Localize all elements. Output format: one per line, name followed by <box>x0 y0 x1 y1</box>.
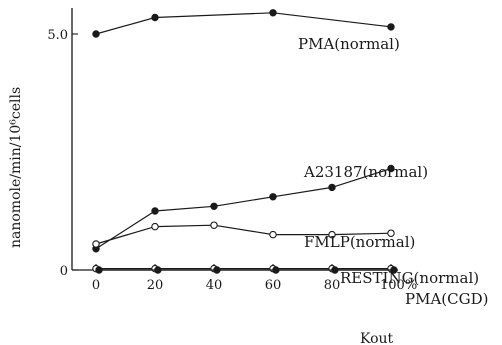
data-point <box>92 30 100 38</box>
data-point <box>151 222 159 231</box>
x-tick-label: 0 <box>92 278 100 293</box>
data-point <box>151 207 159 215</box>
series-2 <box>92 221 395 248</box>
y-axis-title: nanomole/min/10⁶cells <box>8 87 24 248</box>
y-tick-label: 0 <box>60 264 68 279</box>
x-tick-label: 20 <box>147 278 164 293</box>
y-tick-label: 5.0 <box>47 28 68 43</box>
x-tick-label: 100% <box>380 278 417 293</box>
data-point <box>210 221 218 229</box>
data-point <box>387 164 395 173</box>
series-label-resting-normal: RESTING(normal) <box>340 269 479 287</box>
data-point <box>387 229 395 237</box>
series-line <box>95 224 392 245</box>
y-axis-ticks: 05.0 <box>47 28 78 279</box>
series-label-fmlp-normal: FMLP(normal) <box>304 233 415 251</box>
data-point <box>272 266 280 274</box>
x-axis-title: Kout <box>360 331 394 345</box>
data-point <box>331 266 339 274</box>
data-point <box>390 266 398 274</box>
x-axis-ticks: 0 20 40 60 80 100% <box>92 264 417 293</box>
series-label-pma-cgd: PMA(CGD) <box>405 290 488 308</box>
data-point <box>151 13 159 22</box>
x-tick-label: 60 <box>265 278 282 293</box>
x-tick-label: 80 <box>324 278 341 293</box>
data-point <box>210 202 218 211</box>
series-line <box>95 12 392 35</box>
data-point <box>92 240 100 248</box>
data-point <box>387 23 395 31</box>
data-point <box>269 9 277 17</box>
x-tick-label: 40 <box>206 278 223 293</box>
data-point <box>328 183 336 192</box>
data-point <box>269 193 277 201</box>
data-point <box>95 266 103 274</box>
series-0 <box>92 9 395 38</box>
series-4 <box>95 266 398 274</box>
series-label-pma-normal: PMA(normal) <box>298 35 400 53</box>
series-label-a23187-normal: A23187(normal) <box>303 163 428 181</box>
data-point <box>269 230 277 239</box>
series-line <box>95 167 392 250</box>
series-layer <box>92 9 398 274</box>
data-point <box>213 266 221 274</box>
data-point <box>328 230 336 239</box>
data-point <box>154 266 162 274</box>
